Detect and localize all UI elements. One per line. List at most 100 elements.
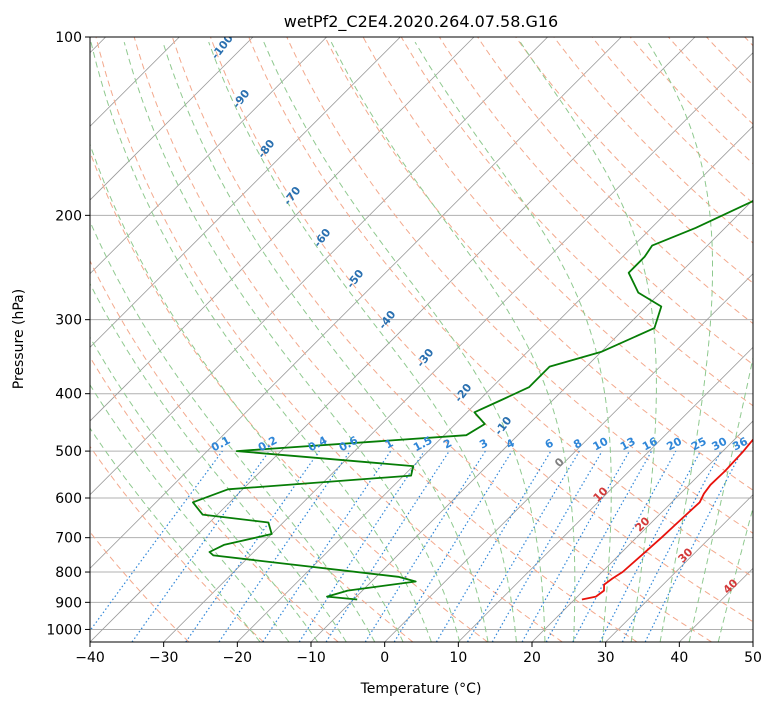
pressure-gridlines <box>90 37 753 630</box>
dry-adiabat-label: -30 <box>414 346 437 370</box>
isotherm-line <box>90 37 254 201</box>
isotherm-line <box>310 199 753 642</box>
mixing-ratio-line <box>131 450 270 642</box>
moist-adiabat-line <box>162 41 489 642</box>
x-axis-label: Temperature (°C) <box>360 681 482 697</box>
x-tick-label: 40 <box>670 650 688 666</box>
x-tick-label: 30 <box>597 650 615 666</box>
dry-adiabat-line <box>248 37 753 578</box>
mixing-ratio-label: 20 <box>664 435 684 454</box>
isotherm-line <box>90 37 548 496</box>
x-tick-label: 50 <box>744 650 762 666</box>
dry-adiabat-line <box>324 37 753 491</box>
dry-adiabat-line <box>210 37 753 623</box>
y-tick-label: 400 <box>55 387 82 403</box>
dry-adiabat-label: -90 <box>230 87 253 111</box>
dry-adiabat-line <box>171 37 712 642</box>
dry-adiabat-line <box>90 531 190 642</box>
mixing-ratio-label: 6 <box>543 436 556 451</box>
mixing-ratio-label: 30 <box>710 435 730 454</box>
moist-adiabat-label: 10 <box>591 484 611 504</box>
isotherm-line <box>90 37 401 348</box>
isotherm-line <box>605 494 753 642</box>
mixing-ratio-line <box>572 450 677 642</box>
dry-adiabat-label: -80 <box>255 137 278 161</box>
isotherm-line <box>90 37 475 422</box>
mixing-ratio-line <box>521 450 631 642</box>
moist-adiabat-line <box>414 41 612 642</box>
isotherm-line <box>90 37 327 275</box>
dry-adiabat-line <box>400 37 753 407</box>
mixing-ratio-line <box>218 450 351 642</box>
moist-adiabat-label: 30 <box>676 545 696 565</box>
isotherm-line <box>237 125 753 642</box>
dry-adiabat-label: -60 <box>311 226 334 250</box>
x-tick-label: −30 <box>149 650 179 666</box>
dry-adiabat-line <box>706 37 753 86</box>
y-tick-label: 900 <box>55 595 82 611</box>
dry-adiabat-line <box>477 37 753 325</box>
mixing-ratio-line <box>545 450 653 642</box>
y-tick-label: 500 <box>55 444 82 460</box>
moist-adiabat-line <box>717 506 753 642</box>
y-tick-label: 1000 <box>46 622 82 638</box>
dry-adiabat-line <box>133 37 638 642</box>
isotherm-line <box>752 641 753 642</box>
mixing-ratio-line <box>262 450 392 642</box>
isotherm-line <box>458 346 753 642</box>
mixing-ratio-label: 4 <box>504 436 517 451</box>
dry-adiabat-label: -50 <box>344 267 367 291</box>
temperature-line <box>581 438 753 601</box>
y-tick-label: 600 <box>55 491 82 507</box>
mixing-ratio-line <box>435 450 552 642</box>
moist-adiabat-label: 40 <box>721 576 741 596</box>
moist-adiabat-line <box>90 220 376 642</box>
mixing-ratio-line <box>364 450 486 642</box>
dry-adiabat-line <box>629 37 753 165</box>
moist-adiabat-line <box>123 41 461 642</box>
isotherm-line <box>163 52 753 642</box>
mixing-ratio-line <box>298 450 425 642</box>
moist-adiabat-line <box>90 336 319 642</box>
axes: −40 −30 −20 −10 0 10 20 30 40 50 100 200 300 400 500 60… <box>46 30 762 666</box>
moist-adiabat-line <box>263 41 546 642</box>
dry-adiabat-line <box>90 259 414 642</box>
moist-adiabat-line <box>90 427 261 642</box>
x-tick-label: 0 <box>380 650 389 666</box>
moist-adiabats <box>90 41 753 642</box>
mixing-ratio-label: 16 <box>640 435 660 454</box>
moist-adiabat-line <box>208 41 517 642</box>
mixing-ratio-label: 10 <box>591 435 611 454</box>
dry-adiabat-line <box>591 37 753 204</box>
chart-title: wetPf2_C2E4.2020.264.07.58.G16 <box>284 12 558 32</box>
mixing-ratio-label: 36 <box>730 435 750 454</box>
dry-adiabat-line <box>90 150 488 642</box>
isotherm-line <box>384 273 753 642</box>
isotherm-line <box>531 420 753 642</box>
moist-adiabat-line <box>90 282 347 642</box>
moist-adiabat-line <box>647 41 713 642</box>
moist-adiabat-line <box>90 41 432 642</box>
x-tick-label: 10 <box>449 650 467 666</box>
mixing-ratio-label: 2 <box>441 436 454 451</box>
y-tick-label: 100 <box>55 30 82 46</box>
dry-adiabat-label: -40 <box>376 308 399 332</box>
mixing-ratio-line <box>393 450 513 642</box>
dry-adiabat-label: -100 <box>209 32 236 62</box>
y-tick-label: 200 <box>55 208 82 224</box>
dry-adiabat-line <box>515 37 753 284</box>
x-tick-label: −10 <box>296 650 326 666</box>
sounding-series <box>192 199 753 601</box>
mixing-ratio-lines <box>90 450 743 642</box>
moist-adiabat-line <box>90 383 290 642</box>
dry-adiabat-line <box>90 445 264 642</box>
dry-adiabat-label: -20 <box>452 381 475 405</box>
moist-adiabat-line <box>688 355 753 642</box>
plot-frame <box>89 36 754 643</box>
isotherm-line <box>90 37 622 569</box>
isotherm-line <box>90 37 696 642</box>
dry-adiabat-line <box>95 37 563 642</box>
reference-line-labels: -100-90-80-70-60-50-40-30-20-10010203040… <box>209 32 751 597</box>
y-tick-label: 700 <box>55 531 82 547</box>
